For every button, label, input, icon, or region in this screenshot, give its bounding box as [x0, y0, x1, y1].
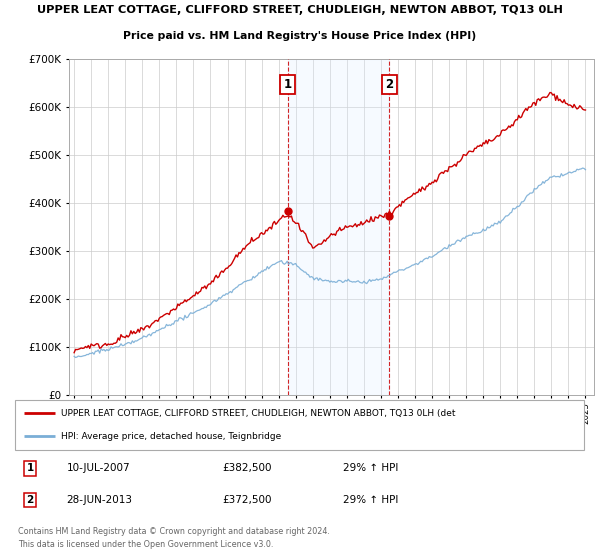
Text: £372,500: £372,500: [222, 495, 272, 505]
Text: 28-JUN-2013: 28-JUN-2013: [67, 495, 133, 505]
Text: HPI: Average price, detached house, Teignbridge: HPI: Average price, detached house, Teig…: [61, 432, 281, 441]
Text: UPPER LEAT COTTAGE, CLIFFORD STREET, CHUDLEIGH, NEWTON ABBOT, TQ13 0LH: UPPER LEAT COTTAGE, CLIFFORD STREET, CHU…: [37, 5, 563, 15]
Text: UPPER LEAT COTTAGE, CLIFFORD STREET, CHUDLEIGH, NEWTON ABBOT, TQ13 0LH (det: UPPER LEAT COTTAGE, CLIFFORD STREET, CHU…: [61, 409, 455, 418]
Text: 2: 2: [385, 78, 394, 91]
Bar: [287, 59, 389, 395]
Text: Contains HM Land Registry data © Crown copyright and database right 2024.
This d: Contains HM Land Registry data © Crown c…: [18, 528, 329, 549]
Text: 29% ↑ HPI: 29% ↑ HPI: [343, 495, 398, 505]
Text: £382,500: £382,500: [222, 464, 272, 473]
Text: 10-JUL-2007: 10-JUL-2007: [67, 464, 130, 473]
Text: Price paid vs. HM Land Registry's House Price Index (HPI): Price paid vs. HM Land Registry's House …: [124, 30, 476, 40]
Text: 29% ↑ HPI: 29% ↑ HPI: [343, 464, 398, 473]
Text: 2: 2: [26, 495, 34, 505]
FancyBboxPatch shape: [15, 400, 584, 450]
Text: 1: 1: [284, 78, 292, 91]
Text: 1: 1: [26, 464, 34, 473]
